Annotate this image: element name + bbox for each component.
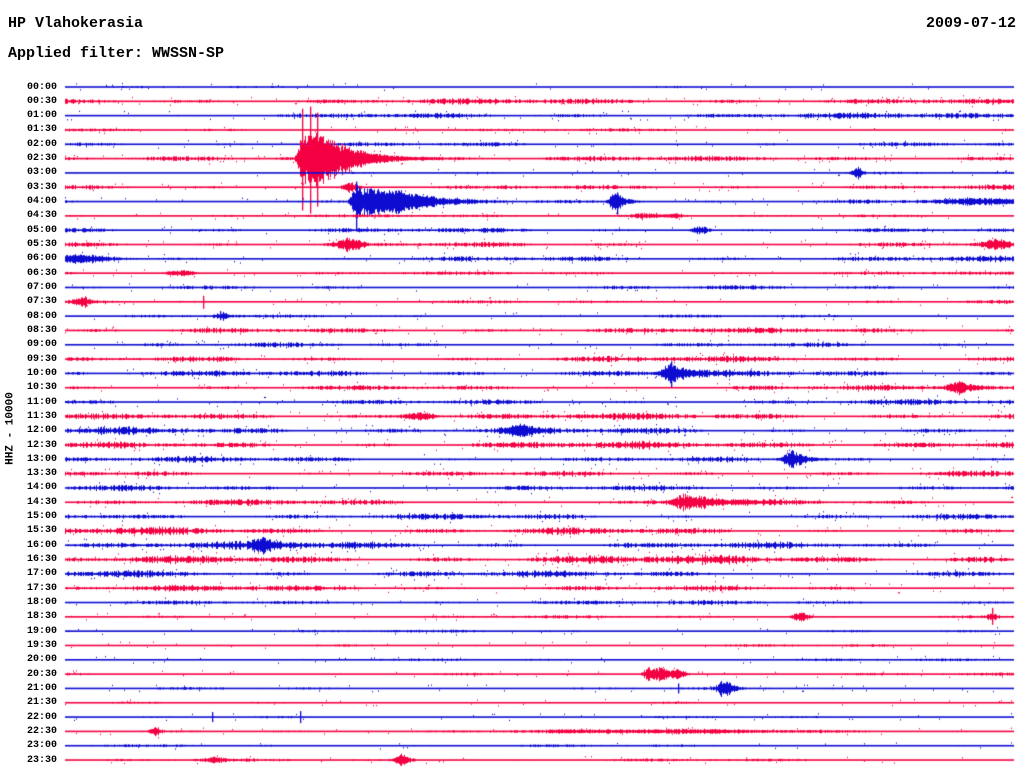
- time-label: 00:00: [26, 81, 57, 93]
- time-label: 09:00: [26, 339, 57, 351]
- time-label: 22:30: [26, 725, 57, 737]
- time-label: 15:00: [26, 511, 57, 523]
- time-label: 21:30: [26, 697, 57, 709]
- time-label: 02:00: [26, 138, 57, 150]
- time-label: 07:00: [26, 281, 57, 293]
- time-label: 09:30: [26, 353, 57, 365]
- time-label: 19:00: [26, 625, 57, 637]
- time-label: 01:00: [26, 110, 57, 122]
- time-label: 07:30: [26, 296, 57, 308]
- time-label: 16:00: [26, 539, 57, 551]
- time-label: 06:30: [26, 267, 57, 279]
- time-label: 20:00: [26, 654, 57, 666]
- time-label: 18:00: [26, 597, 57, 609]
- time-label: 00:30: [26, 95, 57, 107]
- time-label: 04:00: [26, 196, 57, 208]
- time-label: 04:30: [26, 210, 57, 222]
- time-label: 17:30: [26, 582, 57, 594]
- time-label: 18:30: [26, 611, 57, 623]
- time-label: 13:30: [26, 468, 57, 480]
- time-label: 17:00: [26, 568, 57, 580]
- time-label: 23:30: [26, 754, 57, 766]
- time-label: 05:00: [26, 224, 57, 236]
- time-label: 12:30: [26, 439, 57, 451]
- time-label: 13:00: [26, 453, 57, 465]
- time-label: 23:00: [26, 740, 57, 752]
- time-label: 14:00: [26, 482, 57, 494]
- time-label: 22:00: [26, 711, 57, 723]
- time-label: 12:00: [26, 425, 57, 437]
- time-label: 10:30: [26, 382, 57, 394]
- time-label: 11:30: [26, 410, 57, 422]
- time-label: 08:30: [26, 324, 57, 336]
- time-label: 14:30: [26, 496, 57, 508]
- time-label: 01:30: [26, 124, 57, 136]
- time-label: 16:30: [26, 554, 57, 566]
- time-label: 03:00: [26, 167, 57, 179]
- time-label: 06:00: [26, 253, 57, 265]
- time-label: 15:30: [26, 525, 57, 537]
- time-label: 21:00: [26, 682, 57, 694]
- time-label: 11:00: [26, 396, 57, 408]
- time-label: 10:00: [26, 367, 57, 379]
- time-label: 05:30: [26, 239, 57, 251]
- time-label: 20:30: [26, 668, 57, 680]
- time-label: 19:30: [26, 639, 57, 651]
- time-label: 03:30: [26, 181, 57, 193]
- time-label: 02:30: [26, 153, 57, 165]
- time-label: 08:00: [26, 310, 57, 322]
